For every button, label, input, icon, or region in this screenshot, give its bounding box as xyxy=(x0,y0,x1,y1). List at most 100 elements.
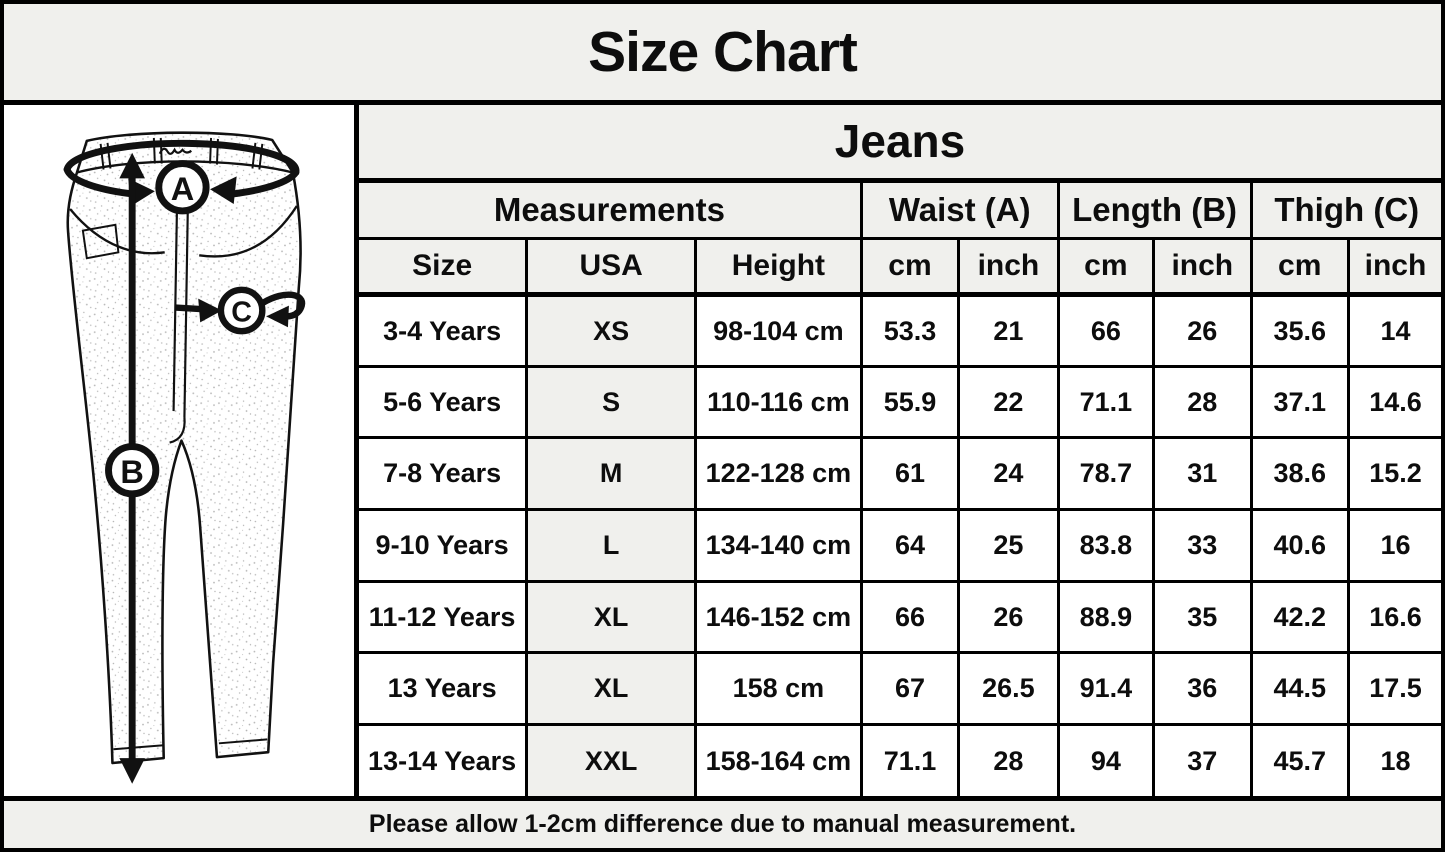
cell-thigh-cm: 37.1 xyxy=(1249,364,1350,440)
cell-usa: XS xyxy=(525,293,698,368)
cell-height: 158 cm xyxy=(694,651,863,726)
cell-height: 134-140 cm xyxy=(694,507,863,583)
cell-thigh-cm: 45.7 xyxy=(1249,722,1350,796)
length-marker-b: B xyxy=(105,443,160,498)
cell-waist-cm: 64 xyxy=(859,507,961,583)
cell-height: 146-152 cm xyxy=(694,579,863,655)
table-row: 3-4 Years XS 98-104 cm 53.3 21 66 26 35.… xyxy=(359,293,1441,368)
size-table: Jeans Measurements Waist (A) Length (B) … xyxy=(359,105,1441,796)
table-row: 11-12 Years XL 146-152 cm 66 26 88.9 35 … xyxy=(359,579,1441,655)
cell-length-cm: 66 xyxy=(1056,293,1156,368)
table-row: 13 Years XL 158 cm 67 26.5 91.4 36 44.5 … xyxy=(359,651,1441,726)
waist-marker-a: A xyxy=(155,160,210,215)
length-marker-label: B xyxy=(120,454,143,490)
cell-waist-cm: 55.9 xyxy=(859,364,961,440)
jeans-illustration: A B xyxy=(63,131,306,784)
column-header-waist-cm: cm xyxy=(859,236,961,298)
table-row: Measurements Waist (A) Length (B) Thigh … xyxy=(359,179,1441,240)
size-table-panel: Jeans Measurements Waist (A) Length (B) … xyxy=(359,105,1441,796)
table-row: 5-6 Years S 110-116 cm 55.9 22 71.1 28 3… xyxy=(359,364,1441,440)
cell-size: 11-12 Years xyxy=(359,579,529,655)
cell-length-inch: 33 xyxy=(1152,507,1253,583)
cell-usa: XXL xyxy=(525,722,698,796)
cell-size: 7-8 Years xyxy=(359,436,529,511)
cell-waist-inch: 26 xyxy=(957,579,1060,655)
cell-size: 9-10 Years xyxy=(359,507,529,583)
group-header-measurements: Measurements xyxy=(359,179,863,240)
cell-thigh-inch: 16 xyxy=(1346,507,1441,583)
group-header-waist: Waist (A) xyxy=(859,179,1060,240)
cell-length-cm: 71.1 xyxy=(1056,364,1156,440)
cell-thigh-inch: 14.6 xyxy=(1346,364,1441,440)
cell-size: 13-14 Years xyxy=(359,722,529,796)
cell-length-cm: 94 xyxy=(1056,722,1156,796)
thigh-marker-c: C xyxy=(217,286,266,335)
cell-usa: S xyxy=(525,364,698,440)
cell-waist-cm: 67 xyxy=(859,651,961,726)
cell-thigh-inch: 18 xyxy=(1346,722,1441,796)
thigh-marker-label: C xyxy=(231,296,252,328)
table-row: 9-10 Years L 134-140 cm 64 25 83.8 33 40… xyxy=(359,507,1441,583)
cell-length-inch: 36 xyxy=(1152,651,1253,726)
cell-thigh-cm: 38.6 xyxy=(1249,436,1350,511)
cell-waist-inch: 21 xyxy=(957,293,1060,368)
table-row: 7-8 Years M 122-128 cm 61 24 78.7 31 38.… xyxy=(359,436,1441,511)
cell-usa: M xyxy=(525,436,698,511)
cell-waist-inch: 24 xyxy=(957,436,1060,511)
cell-height: 110-116 cm xyxy=(694,364,863,440)
cell-thigh-cm: 40.6 xyxy=(1249,507,1350,583)
cell-size: 5-6 Years xyxy=(359,364,529,440)
waist-marker-label: A xyxy=(171,171,194,207)
cell-waist-cm: 61 xyxy=(859,436,961,511)
column-header-height: Height xyxy=(694,236,863,298)
table-row: 13-14 Years XXL 158-164 cm 71.1 28 94 37… xyxy=(359,722,1441,796)
column-header-length-inch: inch xyxy=(1152,236,1253,298)
cell-thigh-inch: 16.6 xyxy=(1346,579,1441,655)
column-header-waist-inch: inch xyxy=(957,236,1060,298)
table-title: Jeans xyxy=(359,105,1441,184)
cell-waist-cm: 53.3 xyxy=(859,293,961,368)
page-title: Size Chart xyxy=(588,20,858,84)
cell-length-inch: 26 xyxy=(1152,293,1253,368)
cell-usa: XL xyxy=(525,651,698,726)
jeans-diagram-panel: A B xyxy=(4,105,359,796)
cell-length-cm: 78.7 xyxy=(1056,436,1156,511)
table-row: Size USA Height cm inch cm inch cm inch xyxy=(359,236,1441,298)
cell-length-cm: 83.8 xyxy=(1056,507,1156,583)
cell-waist-inch: 26.5 xyxy=(957,651,1060,726)
footer-note: Please allow 1-2cm difference due to man… xyxy=(368,810,1077,838)
table-row: Jeans xyxy=(359,105,1441,184)
thigh-measure-arrow xyxy=(175,291,306,328)
column-header-usa: USA xyxy=(525,236,698,298)
footer-note-bar: Please allow 1-2cm difference due to man… xyxy=(4,796,1441,848)
cell-thigh-inch: 14 xyxy=(1346,293,1441,368)
column-header-thigh-inch: inch xyxy=(1346,236,1441,298)
cell-length-inch: 28 xyxy=(1152,364,1253,440)
column-header-size: Size xyxy=(359,236,529,298)
group-header-thigh: Thigh (C) xyxy=(1249,179,1441,240)
cell-size: 13 Years xyxy=(359,651,529,726)
cell-waist-cm: 71.1 xyxy=(859,722,961,796)
cell-length-cm: 88.9 xyxy=(1056,579,1156,655)
cell-usa: XL xyxy=(525,579,698,655)
cell-length-inch: 35 xyxy=(1152,579,1253,655)
cell-waist-inch: 28 xyxy=(957,722,1060,796)
column-header-length-cm: cm xyxy=(1056,236,1156,298)
cell-height: 122-128 cm xyxy=(694,436,863,511)
cell-waist-cm: 66 xyxy=(859,579,961,655)
cell-height: 158-164 cm xyxy=(694,722,863,796)
title-bar: Size Chart xyxy=(4,4,1441,105)
cell-thigh-cm: 42.2 xyxy=(1249,579,1350,655)
cell-thigh-inch: 17.5 xyxy=(1346,651,1441,726)
cell-waist-inch: 22 xyxy=(957,364,1060,440)
cell-thigh-cm: 44.5 xyxy=(1249,651,1350,726)
cell-length-cm: 91.4 xyxy=(1056,651,1156,726)
cell-usa: L xyxy=(525,507,698,583)
cell-size: 3-4 Years xyxy=(359,293,529,368)
content-area: A B xyxy=(4,105,1441,796)
cell-length-inch: 31 xyxy=(1152,436,1253,511)
cell-waist-inch: 25 xyxy=(957,507,1060,583)
jeans-outline xyxy=(66,131,302,765)
cell-height: 98-104 cm xyxy=(694,293,863,368)
